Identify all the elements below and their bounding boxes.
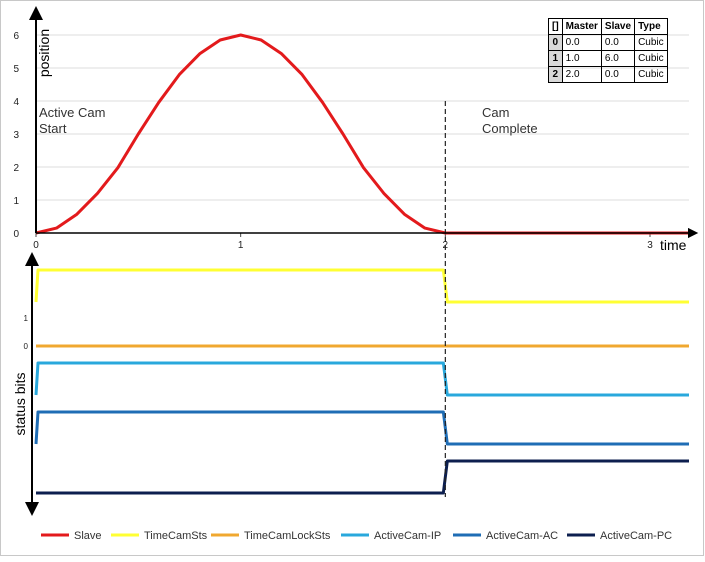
- series-line-slave: [35, 33, 691, 235]
- legend-label: TimeCamLockSts: [244, 530, 331, 542]
- cam-table-header-type: Type: [634, 18, 668, 35]
- cam-table-index: 1: [548, 50, 563, 67]
- status-series: [34, 268, 689, 495]
- y-tick-label: 5: [13, 64, 19, 75]
- series-line-activecam-ip: [34, 361, 689, 397]
- cam-table-row: 1 1.0 6.0 Cubic: [548, 50, 668, 67]
- cam-table-master: 0.0: [561, 34, 602, 51]
- status-tick-label: 1: [24, 314, 29, 323]
- cam-table-index: 2: [548, 66, 563, 83]
- x-tick-label: 3: [647, 240, 653, 251]
- series-line-timecamsts: [34, 268, 689, 304]
- y-tick-label: 3: [13, 130, 19, 141]
- annotation-cam-complete: Complete: [482, 121, 538, 136]
- cam-table-master: 2.0: [561, 66, 602, 83]
- annotation-active-cam-start: Active Cam: [39, 105, 105, 120]
- cam-table-header-row: [] Master Slave Type: [548, 18, 668, 35]
- cam-table: [] Master Slave Type 0 0.0 0.0 Cubic 1 1…: [548, 18, 668, 83]
- x-tick-label: 1: [238, 240, 244, 251]
- status-tick-label: 0: [24, 342, 29, 351]
- annotation-cam-complete: Cam: [482, 105, 509, 120]
- series-line-activecam-pc: [36, 459, 689, 495]
- y-tick-label: 1: [13, 196, 19, 207]
- y-tick-label: 6: [13, 31, 19, 42]
- annotation-active-cam-start: Start: [39, 121, 67, 136]
- legend-label: TimeCamSts: [144, 530, 208, 542]
- y-tick-label: 4: [13, 97, 19, 108]
- cam-table-slave: 0.0: [600, 34, 636, 51]
- y-tick-label: 0: [13, 229, 19, 240]
- axes: [25, 6, 699, 516]
- position-grid: [36, 34, 689, 201]
- cam-table-row: 0 0.0 0.0 Cubic: [548, 34, 668, 51]
- cam-table-header-index: []: [548, 18, 563, 35]
- series-line-activecam-ac: [34, 410, 689, 446]
- position-series: [35, 33, 691, 235]
- cam-table-row: 2 2.0 0.0 Cubic: [548, 66, 668, 83]
- cam-table-type: Cubic: [634, 50, 668, 67]
- legend-label: ActiveCam-PC: [600, 530, 672, 542]
- legend-label: Slave: [74, 530, 102, 542]
- y-axis-label-position: position: [36, 29, 52, 77]
- x-tick-label: 0: [33, 240, 39, 251]
- legend-label: ActiveCam-IP: [374, 530, 441, 542]
- y-axis-label-status: status bits: [12, 372, 28, 435]
- cam-table-header-slave: Slave: [600, 18, 636, 35]
- cam-table-type: Cubic: [634, 34, 668, 51]
- cam-table-type: Cubic: [634, 66, 668, 83]
- legend: Slave TimeCamSts TimeCamLockSts ActiveCam-I…: [41, 530, 672, 542]
- cam-table-slave: 6.0: [600, 50, 636, 67]
- cam-table-header-master: Master: [561, 18, 602, 35]
- cam-table-master: 1.0: [561, 50, 602, 67]
- y-tick-label: 2: [13, 163, 19, 174]
- cam-table-index: 0: [548, 34, 563, 51]
- cam-table-slave: 0.0: [600, 66, 636, 83]
- x-axis-label-time: time: [660, 237, 687, 253]
- legend-label: ActiveCam-AC: [486, 530, 558, 542]
